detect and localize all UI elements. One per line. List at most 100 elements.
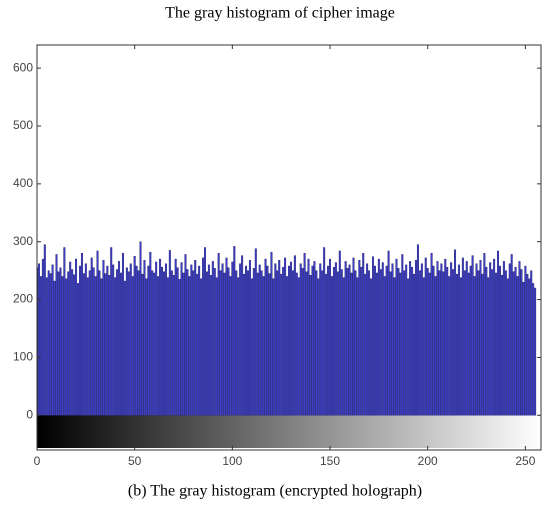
bar	[399, 272, 402, 416]
bar	[338, 250, 341, 416]
bar	[313, 261, 316, 416]
bar	[485, 266, 488, 416]
bar	[506, 278, 509, 416]
gray-strip	[37, 415, 541, 448]
bar	[69, 261, 72, 416]
bar	[250, 278, 253, 416]
bar	[358, 260, 361, 416]
bar	[524, 265, 527, 416]
bar	[413, 273, 416, 416]
bar	[385, 265, 388, 416]
bar	[112, 264, 115, 416]
bar	[508, 263, 511, 416]
bar	[200, 278, 203, 416]
bar	[100, 278, 103, 416]
bar	[39, 276, 42, 416]
bar	[471, 255, 474, 416]
bar	[481, 273, 484, 416]
bar	[252, 268, 255, 416]
bar	[221, 263, 224, 416]
bar	[270, 251, 273, 416]
bar	[172, 275, 175, 416]
bar	[465, 261, 468, 416]
bar	[213, 268, 216, 416]
bar	[90, 257, 93, 416]
bar	[205, 271, 208, 416]
bar	[528, 278, 531, 416]
y-tick-label: 300	[13, 234, 33, 248]
bar	[422, 277, 425, 416]
x-tick-label: 250	[515, 454, 535, 468]
x-tick-label: 0	[34, 454, 41, 468]
bar	[450, 262, 453, 416]
bar	[444, 258, 447, 416]
y-tick-label: 0	[26, 407, 33, 421]
bar	[256, 272, 259, 416]
bar	[176, 267, 179, 416]
bar	[248, 260, 251, 416]
bar	[297, 277, 300, 416]
caption: (b) The gray histogram (encrypted hologr…	[128, 483, 422, 500]
bar	[190, 264, 193, 416]
bar	[196, 273, 199, 416]
bar	[209, 275, 212, 416]
bar	[202, 257, 205, 416]
bar	[162, 271, 165, 416]
bar	[57, 271, 60, 416]
bar	[278, 260, 281, 416]
bar	[489, 262, 492, 416]
bar	[131, 276, 134, 416]
bar	[463, 270, 466, 416]
bar	[147, 265, 150, 416]
bar	[229, 276, 232, 416]
bar	[516, 276, 519, 416]
x-tick-label: 100	[222, 454, 242, 468]
plot-frame	[36, 44, 542, 451]
bar	[344, 261, 347, 416]
bar	[368, 270, 371, 416]
bar	[301, 268, 304, 416]
bar	[446, 266, 449, 416]
bar	[311, 265, 314, 416]
bar	[456, 273, 458, 416]
bar	[80, 253, 83, 416]
bar	[186, 269, 189, 416]
bar	[127, 271, 130, 416]
bar	[53, 280, 56, 416]
bar	[246, 270, 249, 416]
bar	[211, 261, 214, 416]
bar	[188, 276, 191, 416]
bar	[77, 283, 80, 416]
bar	[491, 269, 494, 416]
bar	[448, 276, 451, 416]
bar	[375, 272, 378, 416]
bar	[45, 277, 48, 416]
bar	[293, 255, 296, 416]
bar	[94, 276, 97, 416]
bar	[194, 260, 197, 416]
bar	[254, 248, 257, 416]
bar	[223, 272, 226, 416]
bar	[457, 264, 460, 416]
bar	[59, 267, 62, 416]
bar	[428, 272, 431, 416]
bar	[442, 271, 445, 416]
bar	[348, 264, 351, 416]
y-tick-label: 600	[13, 60, 33, 74]
bar	[354, 270, 357, 416]
bar	[192, 270, 195, 416]
bar	[55, 254, 58, 416]
bar	[151, 270, 154, 416]
bar	[418, 270, 421, 416]
bar	[436, 261, 439, 416]
bar	[104, 273, 107, 416]
bar	[379, 269, 382, 416]
bar	[65, 278, 68, 416]
bar	[215, 277, 218, 416]
bar	[155, 261, 158, 416]
bar	[153, 272, 156, 416]
bar	[198, 265, 201, 416]
bar	[532, 283, 535, 416]
bar	[237, 277, 240, 416]
